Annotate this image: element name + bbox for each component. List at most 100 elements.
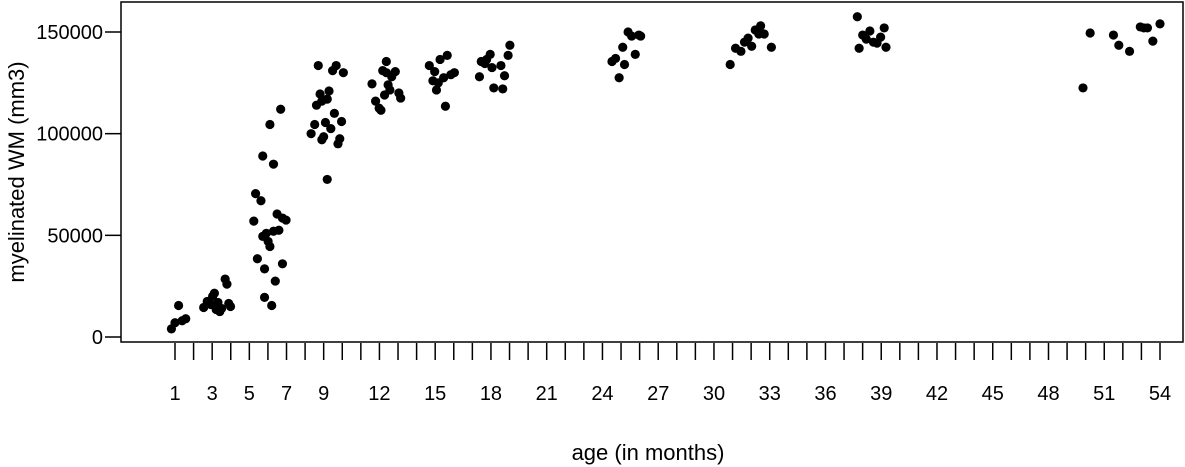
data-point [331,60,341,71]
data-point [259,264,270,274]
data-point [1148,36,1158,46]
data-point [336,116,347,127]
data-point [854,43,864,53]
data-point [261,228,271,238]
y-axis-title: myelinated WM (mm3) [4,61,29,282]
data-point [277,259,288,269]
data-point [390,67,400,77]
data-point [1124,46,1135,56]
data-point [381,68,391,78]
x-tick-label: 7 [281,383,292,405]
data-point [249,216,259,226]
data-point [274,225,284,235]
data-point [879,23,889,33]
data-point [759,29,769,39]
data-point [322,174,332,185]
data-point [258,151,268,161]
data-point [610,53,621,64]
data-point [424,60,434,71]
data-point [326,123,336,134]
data-point [439,73,449,83]
data-point [505,40,515,50]
data-point [381,56,391,67]
x-tick-label: 39 [870,383,892,405]
y-axis: 0 50000 100000 150000 [36,22,121,349]
data-point [725,59,735,70]
data-point [442,50,452,60]
x-tick-label: 9 [318,383,329,405]
data-point [487,62,497,73]
x-tick-label: 30 [703,383,725,405]
data-point [636,31,646,41]
data-point [216,303,227,314]
x-tick-label: 45 [982,383,1004,405]
data-point [367,79,377,89]
data-point [259,292,270,302]
x-axis-title: age (in months) [572,440,725,465]
data-point [435,54,445,65]
data-point [313,60,323,71]
data-point [430,67,440,77]
data-point [766,42,776,52]
data-point [1114,40,1124,50]
data-point [252,254,262,264]
x-tick-label: 54 [1149,383,1171,405]
data-point [256,196,266,206]
data-point [861,34,871,44]
x-axis: 1 3 5 7 9 12 15 18 21 24 27 30 33 36 39 42 45 48 51 54 [169,343,1171,405]
data-point [270,276,280,286]
data-point [222,279,232,289]
data-point [431,85,442,95]
y-tick-label: 100000 [36,124,103,146]
data-point [225,301,236,312]
data-point [385,85,395,95]
x-tick-label: 12 [368,383,390,405]
data-point [440,101,451,111]
x-tick-label: 18 [480,383,502,405]
x-tick-label: 48 [1037,383,1059,405]
data-point [315,89,325,99]
data-point [370,96,381,106]
data-point [173,300,184,311]
data-point [852,12,862,22]
data-point [376,105,386,115]
data-point [320,117,331,128]
data-point [268,159,279,169]
x-tick-label: 21 [536,383,558,405]
data-point [614,73,624,83]
data-point [310,119,320,130]
data-point [618,42,628,52]
data-point [324,86,334,96]
data-point [743,33,753,43]
data-point [1142,23,1153,33]
y-tick-label: 150000 [36,22,103,44]
data-point [311,100,322,110]
x-tick-label: 33 [759,383,781,405]
data-point [181,314,191,324]
x-tick-label: 36 [814,383,836,405]
x-tick-label: 27 [647,383,669,405]
data-point [1085,28,1095,38]
data-point [498,84,508,94]
data-point [209,288,219,298]
data-point [1078,83,1088,93]
x-tick-label: 42 [926,383,948,405]
data-point [306,129,316,139]
data-point [865,26,875,36]
data-point [489,83,499,93]
x-tick-label: 15 [424,383,446,405]
data-point [265,119,275,130]
data-point [474,72,485,82]
data-point [756,21,766,31]
data-point [503,50,513,60]
data-point [1155,19,1165,29]
data-point [1108,30,1119,40]
data-point [267,300,277,311]
x-tick-label: 1 [169,383,180,405]
plot-frame [120,1,1184,343]
data-point [335,134,345,144]
data-point [396,93,406,103]
data-point [170,318,180,328]
x-tick-label: 5 [244,383,255,405]
